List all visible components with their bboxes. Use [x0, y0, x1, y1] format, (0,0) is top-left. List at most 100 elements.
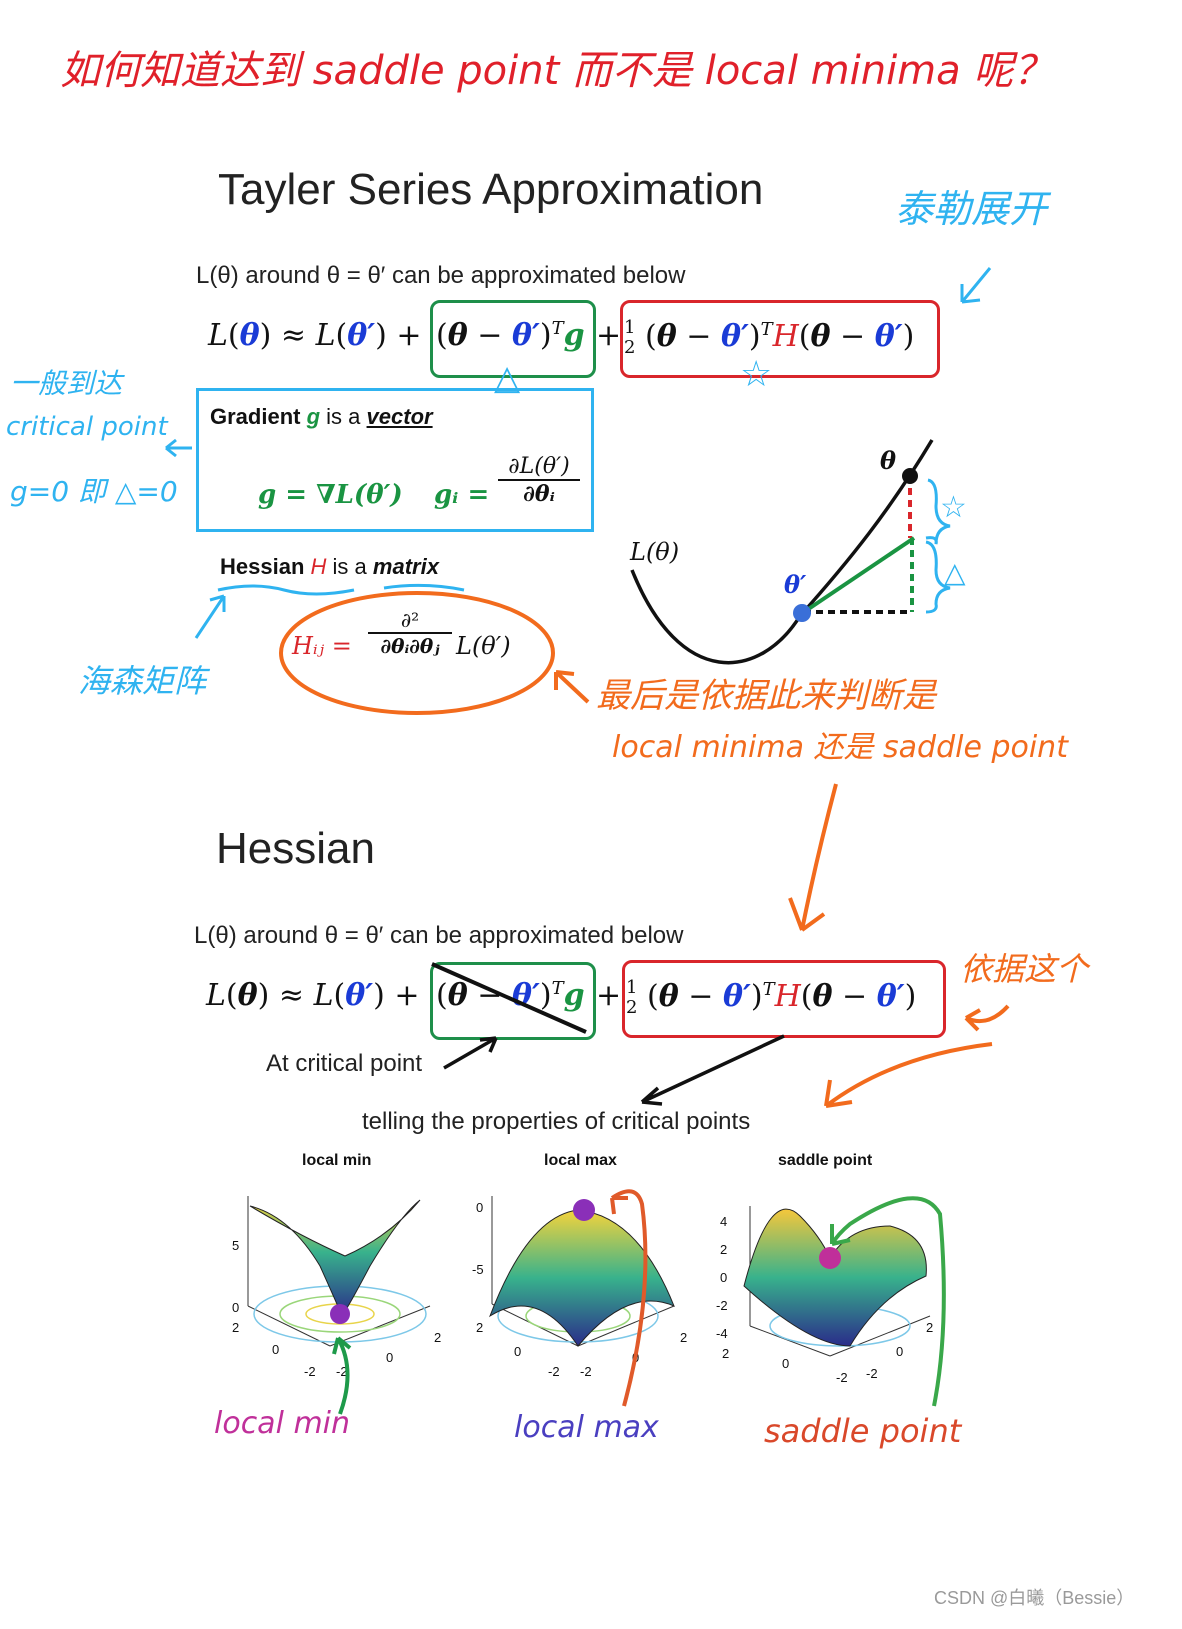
- saddle-ytick-m2: -2: [716, 1298, 728, 1313]
- saddle-xtick-4: -2: [866, 1366, 878, 1381]
- hessian-formula-main: L(θ) ≈ L(θ′) +: [206, 978, 420, 1013]
- annotation-critical-line3: g=0 即 △=0: [10, 475, 178, 508]
- plus-sign: +: [596, 318, 622, 353]
- hessian-fraction-num: ∂²: [368, 608, 452, 634]
- saddle-ytick-4: 4: [720, 1214, 728, 1229]
- hessian-underline-scribble: [217, 583, 465, 596]
- local-max-xtick-1: 2: [476, 1320, 484, 1335]
- arrow-local-max: [610, 1189, 648, 1407]
- gradient-term-box: [430, 300, 596, 378]
- saddle-xtick-6: 2: [926, 1320, 934, 1335]
- local-min-xtick-2: 0: [272, 1342, 280, 1357]
- saddle-xtick-3: -2: [836, 1370, 848, 1385]
- hessian-oval: [279, 591, 555, 715]
- surface-saddle: [743, 1206, 931, 1357]
- saddle-xtick-5: 0: [896, 1344, 904, 1359]
- hessian-formula-lhs: Hᵢⱼ =: [292, 632, 352, 660]
- local-max-xtick-6: 2: [680, 1330, 688, 1345]
- local-min-ytick-0: 0: [232, 1300, 240, 1315]
- caption-saddle: saddle point: [764, 1412, 962, 1450]
- telling-label: telling the properties of critical point…: [362, 1108, 751, 1135]
- annotation-taylor-expansion: 泰勒展开: [895, 187, 1048, 231]
- arrow-telling: [640, 1034, 785, 1106]
- annotation-critical-line2: critical point: [6, 412, 168, 442]
- hessian-term-box: [620, 300, 940, 378]
- plot-title-local-max: local max: [544, 1152, 617, 1169]
- star-marker: ☆: [740, 354, 773, 395]
- theta-prime-point: [793, 604, 811, 622]
- hessian-heading: Hessian H is a matrix: [220, 554, 439, 579]
- surface-local-min: [247, 1196, 431, 1347]
- gradient-box: [196, 388, 594, 532]
- section1-intro: L(θ) around θ = θ′ can be approximated b…: [196, 262, 686, 289]
- saddle-ytick-0: 0: [720, 1270, 728, 1285]
- gradient-formula-left: g = ∇L(θ′): [258, 480, 403, 510]
- brace-star: [925, 478, 951, 545]
- annotation-arrow-basis: [964, 1004, 1010, 1032]
- at-critical-label: At critical point: [266, 1050, 423, 1077]
- annotation-arrow-hessian: [194, 594, 226, 639]
- annotation-arrow-decide: [554, 670, 590, 704]
- arrow-saddle: [830, 1196, 946, 1407]
- caption-local-min: local min: [214, 1406, 351, 1441]
- header-handwritten-note: 如何知道达到 saddle point 而不是 local minima 呢？: [60, 48, 1054, 94]
- saddle-xtick-1: 2: [722, 1346, 730, 1361]
- annotation-arrow-basis-long: [824, 1042, 993, 1108]
- theta-point: [902, 468, 918, 484]
- local-min-xtick-4: -2: [336, 1364, 348, 1379]
- local-max-xtick-4: -2: [580, 1364, 592, 1379]
- plot-title-saddle: saddle point: [778, 1152, 873, 1169]
- local-min-xtick-3: -2: [304, 1364, 316, 1379]
- local-min-xtick-1: 2: [232, 1320, 240, 1335]
- triangle-marker: △: [494, 358, 521, 398]
- taylor-formula: L(θ) ≈ L(θ′) +: [208, 318, 422, 353]
- local-max-xtick-3: -2: [548, 1364, 560, 1379]
- plot-label-theta-prime: θ′: [784, 570, 807, 599]
- gradient-heading: Gradient g is a vector: [210, 404, 433, 429]
- annotation-decide-line2: local minima 还是 saddle point: [612, 730, 1068, 765]
- annotation-arrow-taylor: [960, 267, 992, 304]
- saddle-ytick-m4: -4: [716, 1326, 728, 1341]
- section2-title: Hessian: [216, 824, 375, 873]
- local-max-ytick-0: 0: [476, 1200, 484, 1215]
- saddle-xtick-2: 0: [782, 1356, 790, 1371]
- plot-label-loss: L(θ): [630, 538, 680, 566]
- gradient-term-2: (θ − θ′)Tg: [436, 978, 585, 1013]
- hessian-fraction-den: ∂θᵢ∂θⱼ: [380, 634, 440, 658]
- gradient-strike-line: [431, 962, 587, 1034]
- brace-triangle: [925, 540, 951, 614]
- annotation-decide-line1: 最后是依据此来判断是: [596, 676, 936, 716]
- local-max-ytick-m5: -5: [472, 1262, 484, 1277]
- plus-sign-2: +: [596, 978, 622, 1013]
- annotation-basis: 依据这个: [960, 950, 1089, 988]
- section2-intro: L(θ) around θ = θ′ can be approximated b…: [194, 922, 684, 949]
- plot-label-theta: θ: [880, 446, 897, 475]
- gradient-term-box-2: [430, 962, 596, 1040]
- hessian-fraction: ∂² ∂θᵢ∂θⱼ: [368, 608, 452, 658]
- gradient-fraction-den: ∂θᵢ: [523, 481, 555, 507]
- loss-curve-plot: [630, 439, 951, 665]
- tangent-line: [802, 536, 916, 614]
- gradient-fraction-num: ∂L(θ′): [498, 454, 580, 481]
- hessian-formula-rhs: L(θ′): [456, 632, 511, 660]
- gradient-fraction: ∂L(θ′) ∂θᵢ: [498, 454, 580, 507]
- gradient-formula-right-lhs: gᵢ =: [434, 480, 490, 510]
- plot-title-local-min: local min: [302, 1152, 372, 1169]
- gradient-term: (θ − θ′)Tg: [436, 318, 585, 353]
- local-min-xtick-6: 2: [434, 1330, 442, 1345]
- arrow-local-min: [332, 1336, 352, 1415]
- local-min-xtick-5: 0: [386, 1350, 394, 1365]
- surface-local-max: [489, 1196, 675, 1347]
- local-max-xtick-2: 0: [514, 1344, 522, 1359]
- plot-star-marker: ☆: [940, 490, 967, 525]
- arrow-at-critical: [443, 1036, 498, 1070]
- watermark: CSDN @白曦（Bessie）: [934, 1588, 1135, 1608]
- local-min-ytick-5: 5: [232, 1238, 240, 1253]
- saddle-ytick-2: 2: [720, 1242, 728, 1257]
- section1-title: Tayler Series Approximation: [218, 165, 764, 214]
- caption-local-max: local max: [514, 1410, 659, 1445]
- annotation-arrow-critical: [165, 438, 192, 458]
- annotation-critical-line1: 一般到达: [10, 367, 123, 400]
